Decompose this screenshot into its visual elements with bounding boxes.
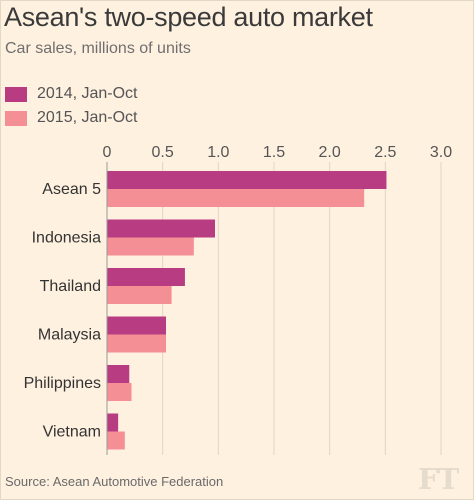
category-label: Asean 5 (42, 181, 101, 198)
bar (107, 316, 167, 335)
bar (107, 219, 215, 238)
category-label: Thailand (40, 278, 101, 295)
ft-logo: FT (418, 462, 459, 496)
bar (107, 171, 387, 189)
legend-swatch-2014 (5, 86, 27, 102)
legend-item-2015: 2015, Jan-Oct (5, 106, 138, 130)
bar (107, 334, 167, 353)
category-label: Indonesia (32, 230, 101, 247)
x-tick-label: 0.5 (152, 144, 174, 161)
x-tick-label: 0 (103, 144, 112, 161)
x-tick-label: 1.5 (263, 144, 285, 161)
category-label: Malaysia (38, 327, 101, 344)
category-label: Vietnam (43, 424, 101, 441)
bar (107, 365, 130, 383)
bar (107, 383, 132, 401)
legend-label-2014: 2014, Jan-Oct (37, 85, 138, 102)
bar (107, 237, 194, 256)
x-tick-label: 3.0 (430, 144, 452, 161)
bar (107, 189, 365, 207)
legend: 2014, Jan-Oct 2015, Jan-Oct (5, 82, 138, 130)
bar (107, 286, 172, 304)
legend-item-2014: 2014, Jan-Oct (5, 82, 138, 106)
bar (107, 268, 185, 286)
source-note: Source: Asean Automotive Federation (5, 474, 224, 489)
x-tick-label: 2.0 (319, 144, 341, 161)
x-tick-label: 2.5 (374, 144, 396, 161)
chart-subtitle: Car sales, millions of units (5, 40, 191, 57)
bar-chart: 0 0.5 1.0 1.5 2.0 2.5 3.0 Asean 5 Indonesia Thail… (24, 144, 452, 455)
chart-title: Asean's two-speed auto market (4, 2, 373, 32)
legend-swatch-2015 (5, 110, 27, 126)
bar (107, 431, 125, 450)
category-label: Philippines (24, 375, 101, 392)
legend-label-2015: 2015, Jan-Oct (37, 109, 138, 126)
bar (107, 413, 119, 432)
x-tick-label: 1.0 (207, 144, 229, 161)
